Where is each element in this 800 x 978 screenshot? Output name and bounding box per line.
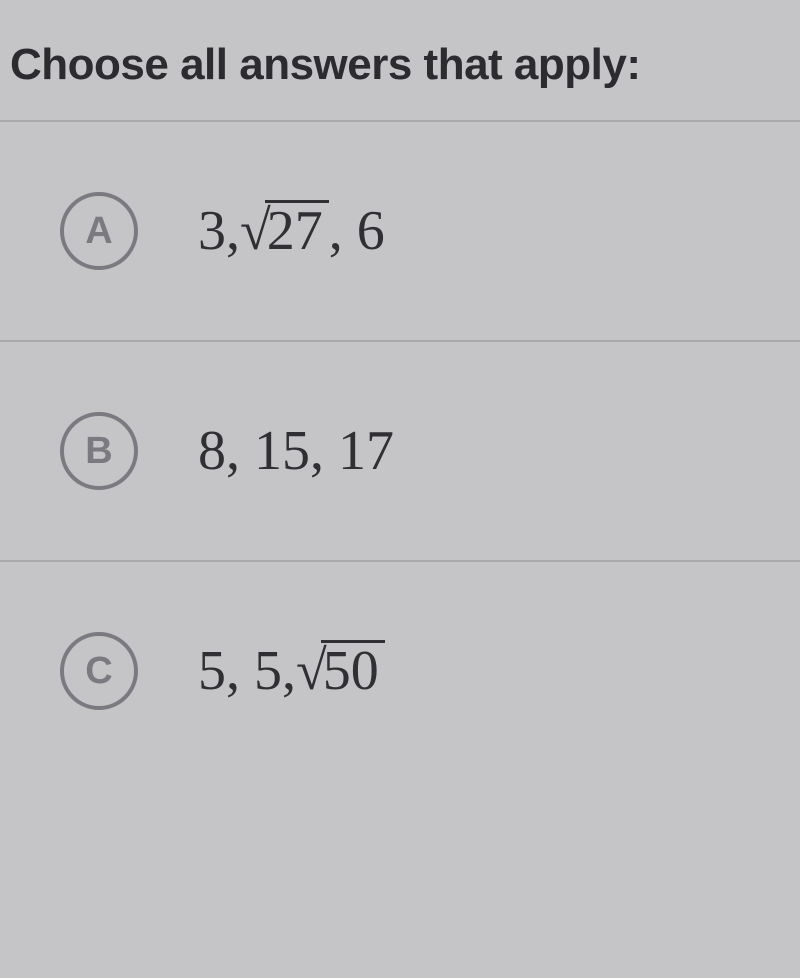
option-a-circle: A xyxy=(60,192,138,270)
radical-sign: √ xyxy=(296,643,327,699)
option-a-pre: 3, xyxy=(198,199,240,263)
option-a[interactable]: A 3, √ 27 , 6 xyxy=(0,122,800,340)
option-b[interactable]: B 8, 15, 17 xyxy=(0,342,800,560)
option-b-letter: B xyxy=(85,430,112,473)
option-c-pre: 5, 5, xyxy=(198,639,296,703)
option-c-letter: C xyxy=(85,650,112,693)
radical-sign: √ xyxy=(240,203,271,259)
option-a-radicand: 27 xyxy=(265,200,329,259)
question-container: Choose all answers that apply: A 3, √ 27… xyxy=(0,0,800,978)
question-prompt: Choose all answers that apply: xyxy=(0,20,800,120)
option-c-circle: C xyxy=(60,632,138,710)
sqrt-icon: √ 50 xyxy=(296,640,385,699)
option-a-text: 3, √ 27 , 6 xyxy=(198,199,385,263)
option-a-post: , 6 xyxy=(329,199,385,263)
option-b-circle: B xyxy=(60,412,138,490)
option-c-text: 5, 5, √ 50 xyxy=(198,639,385,703)
option-c[interactable]: C 5, 5, √ 50 xyxy=(0,562,800,780)
option-b-value: 8, 15, 17 xyxy=(198,419,394,483)
option-a-letter: A xyxy=(85,210,112,253)
option-b-text: 8, 15, 17 xyxy=(198,419,394,483)
sqrt-icon: √ 27 xyxy=(240,200,329,259)
option-c-radicand: 50 xyxy=(321,640,385,699)
